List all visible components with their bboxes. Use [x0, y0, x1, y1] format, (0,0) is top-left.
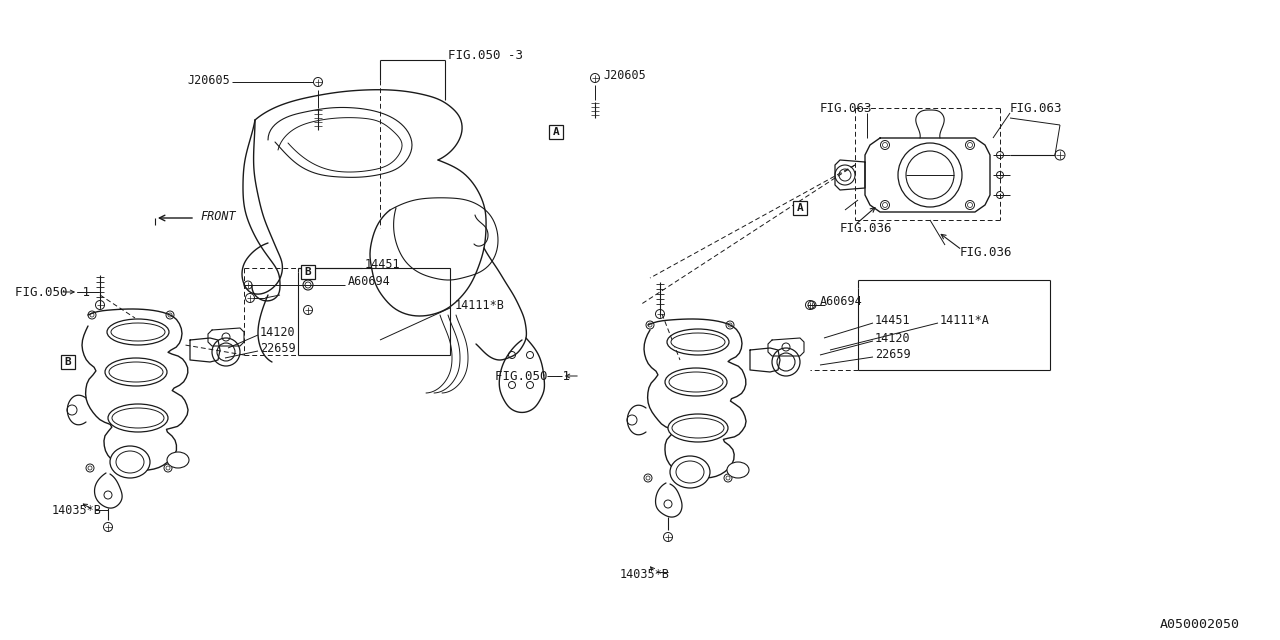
Text: 22659: 22659: [876, 348, 910, 360]
Text: FRONT: FRONT: [200, 209, 236, 223]
Ellipse shape: [672, 418, 724, 438]
Ellipse shape: [668, 414, 728, 442]
Bar: [301, 265, 315, 279]
Ellipse shape: [727, 462, 749, 478]
Text: FIG.050 -1: FIG.050 -1: [495, 369, 570, 383]
Ellipse shape: [166, 452, 189, 468]
Ellipse shape: [669, 372, 723, 392]
Text: B: B: [64, 357, 72, 367]
Text: 14120: 14120: [876, 332, 910, 344]
Text: 14035*B: 14035*B: [620, 568, 669, 582]
Text: A60694: A60694: [348, 275, 390, 287]
Ellipse shape: [669, 456, 710, 488]
Text: 14111*B: 14111*B: [454, 298, 504, 312]
Text: A: A: [796, 203, 804, 213]
Text: FIG.036: FIG.036: [840, 221, 892, 234]
Text: B: B: [305, 267, 311, 277]
Ellipse shape: [676, 461, 704, 483]
Bar: [794, 201, 806, 215]
Text: FIG.063: FIG.063: [1010, 102, 1062, 115]
Bar: [61, 355, 76, 369]
Text: FIG.050 -1: FIG.050 -1: [15, 285, 90, 298]
Ellipse shape: [108, 319, 169, 345]
Text: 14451: 14451: [365, 257, 401, 271]
Bar: [549, 125, 563, 139]
Ellipse shape: [671, 333, 724, 351]
Ellipse shape: [113, 408, 164, 428]
Ellipse shape: [116, 451, 145, 473]
Text: 22659: 22659: [260, 342, 296, 355]
Text: FIG.063: FIG.063: [820, 102, 873, 115]
Text: J20605: J20605: [187, 74, 230, 86]
Ellipse shape: [111, 323, 165, 341]
Text: A050002050: A050002050: [1160, 618, 1240, 632]
Ellipse shape: [110, 446, 150, 478]
Ellipse shape: [667, 329, 730, 355]
Text: J20605: J20605: [603, 68, 645, 81]
Text: FIG.036: FIG.036: [960, 246, 1012, 259]
Ellipse shape: [666, 368, 727, 396]
Ellipse shape: [108, 404, 168, 432]
Text: FIG.050 -3: FIG.050 -3: [448, 49, 524, 61]
Ellipse shape: [105, 358, 166, 386]
Text: 14111*A: 14111*A: [940, 314, 989, 326]
Text: 14120: 14120: [260, 326, 296, 339]
Text: 14035*B: 14035*B: [52, 504, 102, 516]
Text: A: A: [553, 127, 559, 137]
Text: 14451: 14451: [876, 314, 910, 326]
Ellipse shape: [109, 362, 163, 382]
Text: A60694: A60694: [820, 294, 863, 307]
